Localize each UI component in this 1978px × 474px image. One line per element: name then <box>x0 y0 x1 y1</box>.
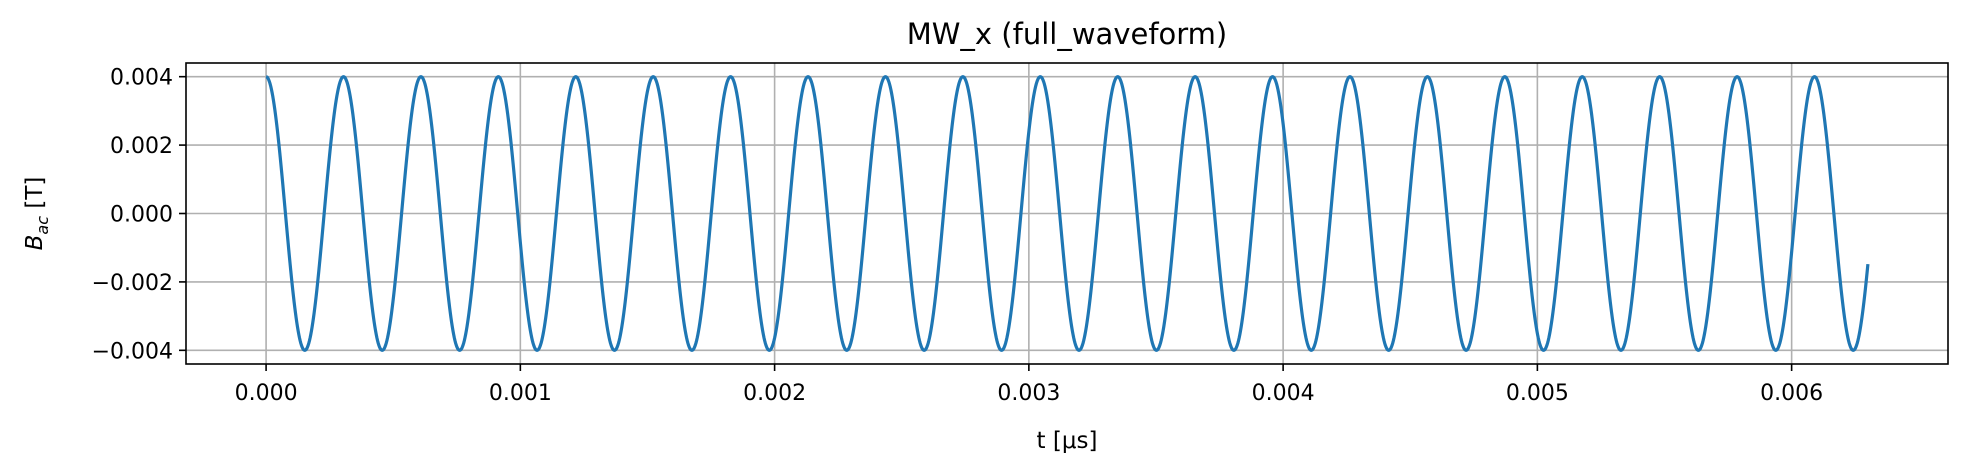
y-tick-label-1: 0.002 <box>110 134 173 159</box>
y-tick-label-0: 0.004 <box>110 66 173 91</box>
x-tick-label-6: 0.006 <box>1760 381 1823 406</box>
y-axis-label-sub: ac <box>33 216 52 235</box>
y-axis-label-main: B <box>22 235 48 251</box>
x-tick-label-4: 0.004 <box>1252 381 1315 406</box>
x-tick-label-3: 0.003 <box>997 381 1060 406</box>
y-tick-label-4: −0.004 <box>92 339 173 364</box>
x-tick-label-2: 0.002 <box>743 381 806 406</box>
chart-title: MW_x (full_waveform) <box>907 17 1228 51</box>
x-tick-label-0: 0.000 <box>235 381 298 406</box>
x-tick-label-1: 0.001 <box>489 381 552 406</box>
x-axis-label: t [μs] <box>1037 428 1098 454</box>
y-tick-label-2: 0.000 <box>110 203 173 228</box>
y-tick-label-3: −0.002 <box>92 271 173 296</box>
y-axis-label-unit: [T] <box>22 177 48 216</box>
axis-ticks: 0.000 0.001 0.002 0.003 0.004 0.005 0.006 0.004… <box>92 66 1824 406</box>
y-axis-label: Bac [T] <box>22 177 52 251</box>
series-line-0 <box>265 75 1870 352</box>
x-tick-label-5: 0.005 <box>1506 381 1569 406</box>
series-layer <box>265 75 1870 352</box>
